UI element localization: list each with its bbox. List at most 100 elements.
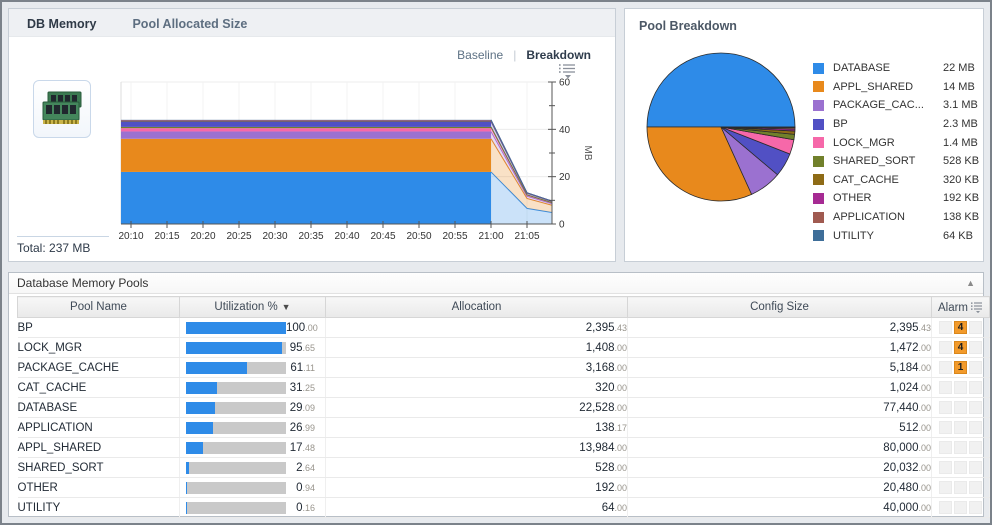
legend-item[interactable]: PACKAGE_CAC... 3.1 MB: [813, 96, 979, 115]
legend-value: 64 KB: [943, 229, 973, 242]
config-size-cell: 512.00: [627, 417, 932, 438]
allocation-cell: 2,395.43: [325, 317, 628, 338]
legend-label: SHARED_SORT: [833, 155, 916, 168]
alarm-count-badge[interactable]: 4: [954, 321, 967, 334]
alarm-indicator: [954, 441, 967, 454]
alarm-count-badge[interactable]: 1: [954, 361, 967, 374]
pie-legend: DATABASE 22 MB APPL_SHARED 14 MB PACKAGE_CAC…: [813, 59, 979, 245]
sort-desc-icon: ▼: [281, 302, 291, 312]
legend-swatch: [813, 230, 824, 242]
config-size-cell: 5,184.00: [627, 357, 932, 378]
utilization-bar-track: [186, 421, 286, 434]
pools-table: Pool Name Utilization % ▼ Allocation Conf…: [17, 296, 990, 518]
table-row-appl_shared[interactable]: APPL_SHARED 17.48 13,984.00 80,000.00: [17, 437, 990, 458]
legend-value: 3.1 MB: [943, 99, 978, 112]
table-row-utility[interactable]: UTILITY 0.16 64.00 40,000.00: [17, 497, 990, 518]
collapse-panel-icon[interactable]: ▲: [966, 278, 975, 288]
legend-label: OTHER: [833, 192, 872, 205]
alarm-count-badge[interactable]: 4: [954, 341, 967, 354]
legend-item[interactable]: UTILITY 64 KB: [813, 226, 979, 245]
alarm-cell: 4: [931, 317, 990, 338]
alarm-indicator: [954, 501, 967, 514]
legend-item[interactable]: DATABASE 22 MB: [813, 59, 979, 78]
alarm-cell: [931, 477, 990, 498]
column-header-pool-name[interactable]: Pool Name: [17, 296, 180, 318]
utilization-bar-track: [186, 341, 286, 354]
legend-swatch: [813, 192, 824, 204]
memory-stacked-area-chart[interactable]: 0 20 40 60 MB 20:10 20:15 20:20 20:25 20:30 20:35 2…: [115, 64, 615, 261]
utilization-value: 0.94: [296, 481, 315, 494]
legend-swatch: [813, 174, 824, 186]
legend-value: 320 KB: [943, 173, 980, 186]
table-row-database[interactable]: DATABASE 29.09 22,528.00 77,440.00: [17, 397, 990, 418]
toggle-separator: |: [513, 47, 517, 62]
utilization-bar-fill: [186, 321, 286, 334]
utilization-value: 61.11: [290, 361, 315, 374]
table-row-application[interactable]: APPLICATION 26.99 138.17 512.00: [17, 417, 990, 438]
legend-item[interactable]: APPLICATION 138 KB: [813, 208, 979, 227]
allocation-cell: 13,984.00: [325, 437, 628, 458]
svg-text:20:40: 20:40: [334, 231, 359, 242]
svg-text:MB: MB: [582, 146, 593, 161]
alarm-indicator: [969, 381, 982, 394]
legend-item[interactable]: OTHER 192 KB: [813, 189, 979, 208]
column-header-alarm[interactable]: Alarm: [931, 296, 990, 318]
column-header-allocation[interactable]: Allocation: [325, 296, 628, 318]
utilization-cell: 0.16: [179, 497, 326, 518]
utilization-bar-track: [186, 321, 286, 334]
svg-text:20:30: 20:30: [262, 231, 287, 242]
breakdown-option[interactable]: Breakdown: [526, 47, 591, 62]
legend-label: DATABASE: [833, 62, 891, 75]
legend-item[interactable]: LOCK_MGR 1.4 MB: [813, 133, 979, 152]
utilization-bar-fill: [186, 461, 189, 474]
alarm-cell: [931, 437, 990, 458]
legend-item[interactable]: CAT_CACHE 320 KB: [813, 171, 979, 190]
utilization-bar-fill: [186, 381, 218, 394]
column-header-utilization[interactable]: Utilization % ▼: [179, 296, 326, 318]
alarm-indicator: [969, 441, 982, 454]
allocation-cell: 64.00: [325, 497, 628, 518]
pie-slice-database[interactable]: [646, 52, 796, 128]
svg-text:20:35: 20:35: [298, 231, 323, 242]
legend-item[interactable]: BP 2.3 MB: [813, 115, 979, 134]
legend-label: UTILITY: [833, 229, 874, 242]
legend-item[interactable]: SHARED_SORT 528 KB: [813, 152, 979, 171]
alarm-indicator: [939, 361, 952, 374]
legend-value: 1.4 MB: [943, 136, 978, 149]
pool-breakdown-pie-chart[interactable]: [633, 35, 811, 245]
memory-summary-column: Total: 237 MB: [9, 64, 115, 261]
utilization-bar-fill: [186, 401, 216, 414]
utilization-value: 17.48: [289, 441, 315, 454]
alarm-cell: [931, 497, 990, 518]
alarm-indicator: [939, 501, 952, 514]
table-row-lock_mgr[interactable]: LOCK_MGR 95.65 1,408.00 1,472.00 4: [17, 337, 990, 358]
pie-slice-appl-shared[interactable]: [646, 126, 753, 202]
column-customizer-icon[interactable]: [971, 301, 983, 313]
svg-text:40: 40: [559, 125, 571, 136]
tab-db-memory[interactable]: DB Memory: [27, 17, 97, 31]
legend-item[interactable]: APPL_SHARED 14 MB: [813, 78, 979, 97]
chart-menu-icon[interactable]: [559, 64, 575, 79]
baseline-option[interactable]: Baseline: [457, 47, 504, 62]
svg-text:20:25: 20:25: [226, 231, 251, 242]
memory-drilldown-button[interactable]: [33, 80, 91, 138]
pool-name-cell: CAT_CACHE: [17, 377, 180, 398]
utilization-cell: 26.99: [179, 417, 326, 438]
pie-slice-utility[interactable]: [720, 126, 796, 129]
tab-pool-allocated-size[interactable]: Pool Allocated Size: [132, 17, 248, 31]
alarm-cell: [931, 397, 990, 418]
table-row-other[interactable]: OTHER 0.94 192.00 20,480.00: [17, 477, 990, 498]
utilization-bar-track: [186, 501, 286, 514]
column-header-config-size[interactable]: Config Size: [627, 296, 932, 318]
utilization-cell: 2.64: [179, 457, 326, 478]
table-row-shared_sort[interactable]: SHARED_SORT 2.64 528.00 20,032.00: [17, 457, 990, 478]
table-row-package_cache[interactable]: PACKAGE_CACHE 61.11 3,168.00 5,184.00 1: [17, 357, 990, 378]
pools-panel-titlebar: Database Memory Pools ▲: [9, 273, 983, 294]
allocation-cell: 528.00: [325, 457, 628, 478]
utilization-bar-fill: [186, 361, 248, 374]
svg-text:60: 60: [559, 78, 571, 89]
table-row-bp[interactable]: BP 100.00 2,395.43 2,395.43 4: [17, 317, 990, 338]
utilization-value: 29.09: [289, 401, 315, 414]
config-size-cell: 80,000.00: [627, 437, 932, 458]
table-row-cat_cache[interactable]: CAT_CACHE 31.25 320.00 1,024.00: [17, 377, 990, 398]
